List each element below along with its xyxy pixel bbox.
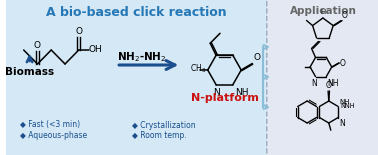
Text: CH$_3$: CH$_3$ — [190, 63, 206, 75]
Text: ◆ Room temp.: ◆ Room temp. — [132, 131, 187, 140]
FancyBboxPatch shape — [3, 0, 270, 155]
Text: ◆ Fast (<3 min): ◆ Fast (<3 min) — [20, 120, 80, 129]
Text: NH: NH — [327, 79, 339, 88]
Text: Application: Application — [290, 6, 357, 16]
Text: ◆ Aqueous-phase: ◆ Aqueous-phase — [20, 131, 87, 140]
Text: O: O — [34, 41, 41, 50]
Text: O: O — [75, 27, 82, 36]
Text: ◆ Crystallization: ◆ Crystallization — [132, 120, 195, 129]
Text: NH: NH — [235, 88, 248, 97]
FancyBboxPatch shape — [267, 0, 378, 155]
Text: Biomass: Biomass — [5, 67, 54, 77]
Text: O: O — [326, 81, 332, 90]
Text: O: O — [339, 58, 345, 67]
Text: O: O — [253, 53, 260, 62]
Text: N: N — [213, 88, 220, 97]
Text: NNH: NNH — [340, 102, 355, 108]
Text: N: N — [339, 120, 345, 128]
Text: O: O — [342, 11, 348, 20]
Text: NH: NH — [339, 98, 350, 104]
Text: H: H — [320, 9, 325, 15]
Text: N: N — [311, 79, 318, 88]
Text: N-platform: N-platform — [191, 93, 259, 103]
Text: OH: OH — [88, 46, 102, 55]
Text: NH$_2$-NH$_2$: NH$_2$-NH$_2$ — [117, 50, 167, 64]
Text: A bio-based click reaction: A bio-based click reaction — [46, 6, 226, 19]
